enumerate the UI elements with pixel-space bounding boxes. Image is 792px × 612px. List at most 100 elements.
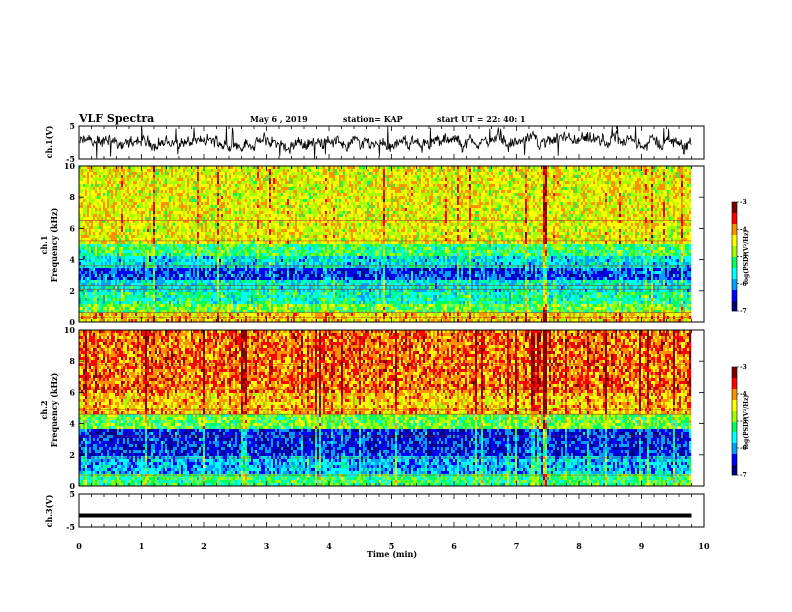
spectrogram-cell xyxy=(475,172,477,175)
spectrogram-cell xyxy=(111,169,113,172)
spectrogram-cell xyxy=(231,172,233,175)
spectrogram-cell xyxy=(259,175,261,178)
spectrogram-cell xyxy=(131,169,133,172)
spectrogram-cell xyxy=(475,169,477,172)
spectrogram-cell xyxy=(493,172,495,175)
spectrogram-cell xyxy=(473,172,475,175)
spectrogram-cell xyxy=(137,175,139,178)
spectrogram-cell xyxy=(573,175,575,178)
spectrogram-cell xyxy=(229,175,231,178)
spectrogram-cell xyxy=(523,169,525,172)
spectrogram-cell xyxy=(519,175,521,178)
spectrogram-cell xyxy=(325,169,327,172)
spectrogram-cell xyxy=(445,172,447,175)
spectrogram-cell xyxy=(597,172,599,175)
spectrogram-cell xyxy=(439,175,441,178)
spectrogram-cell xyxy=(623,172,625,175)
spectrogram-cell xyxy=(351,172,353,175)
spectrogram-cell xyxy=(567,169,569,172)
spectrogram-cell xyxy=(85,172,87,175)
spectrogram-cell xyxy=(533,175,535,178)
spectrogram-cell xyxy=(329,172,331,175)
spectrogram-cell xyxy=(555,169,557,172)
spectrogram-cell xyxy=(87,169,89,172)
spectrogram-cell xyxy=(99,172,101,175)
spectrogram-cell xyxy=(369,169,371,172)
spectrogram-cell xyxy=(81,172,83,175)
spectrogram-cell xyxy=(313,175,315,178)
spectrogram-cell xyxy=(127,172,129,175)
spectrogram-cell xyxy=(485,169,487,172)
spectrogram-cell xyxy=(493,169,495,172)
spectrogram-cell xyxy=(525,169,527,172)
spectrogram-cell xyxy=(203,172,205,175)
spectrogram-cell xyxy=(483,172,485,175)
spectrogram-cell xyxy=(167,175,169,178)
spectrogram-cell xyxy=(643,169,645,172)
spectrogram-cell xyxy=(349,172,351,175)
spectrogram-cell xyxy=(395,169,397,172)
spectrogram-cell xyxy=(171,169,173,172)
spectrogram-cell xyxy=(541,172,543,175)
spectrogram-cell xyxy=(559,172,561,175)
spectrogram-cell xyxy=(379,169,381,172)
spectrogram-cell xyxy=(545,172,547,175)
spectrogram-cell xyxy=(279,169,281,172)
spectrogram-cell xyxy=(637,169,639,172)
spectrogram-cell xyxy=(345,172,347,175)
spectrogram-cell xyxy=(391,175,393,178)
spectrogram-cell xyxy=(239,169,241,172)
spectrogram-cell xyxy=(253,172,255,175)
spectrogram-cell xyxy=(275,172,277,175)
spectrogram-cell xyxy=(477,175,479,178)
station-label: station= KAP xyxy=(343,114,403,124)
spectrogram-cell xyxy=(143,172,145,175)
spectrogram-cell xyxy=(211,175,213,178)
spectrogram-cell xyxy=(567,172,569,175)
spectrogram-cell xyxy=(291,172,293,175)
spectrogram-cell xyxy=(565,172,567,175)
spectrogram-cell xyxy=(309,169,311,172)
spectrogram-cell xyxy=(433,175,435,178)
spectrogram-cell xyxy=(237,172,239,175)
spectrogram-cell xyxy=(87,172,89,175)
spectrogram-cell xyxy=(587,172,589,175)
spectrogram-cell xyxy=(293,172,295,175)
spectrogram-cell xyxy=(107,175,109,178)
spectrogram-cell xyxy=(277,169,279,172)
spectrogram-cell xyxy=(251,169,253,172)
spectrogram-cell xyxy=(179,172,181,175)
spectrogram-cell xyxy=(421,172,423,175)
spectrogram-cell xyxy=(185,172,187,175)
spectrogram-cell xyxy=(251,175,253,178)
spectrogram-cell xyxy=(653,172,655,175)
spectrogram-cell xyxy=(253,175,255,178)
spectrogram-cell xyxy=(361,175,363,178)
spectrogram-cell xyxy=(223,172,225,175)
spectrogram-cell xyxy=(673,172,675,175)
spectrogram-cell xyxy=(125,169,127,172)
spectrogram-cell xyxy=(261,172,263,175)
spectrogram-cell xyxy=(115,175,117,178)
spectrogram-cell xyxy=(135,172,137,175)
spectrogram-cell xyxy=(153,169,155,172)
spectrogram-cell xyxy=(423,169,425,172)
spectrogram-cell xyxy=(627,172,629,175)
spectrogram-cell xyxy=(401,175,403,178)
spectrogram-cell xyxy=(291,175,293,178)
spectrogram-cell xyxy=(615,169,617,172)
spectrogram-cell xyxy=(435,175,437,178)
spectrogram-cell xyxy=(411,169,413,172)
spectrogram-cell xyxy=(193,172,195,175)
spectrogram-cell xyxy=(211,169,213,172)
spectrogram-cell xyxy=(671,169,673,172)
spectrogram-cell xyxy=(683,172,685,175)
spectrogram-cell xyxy=(113,175,115,178)
spectrogram-cell xyxy=(399,169,401,172)
spectrogram-cell xyxy=(151,172,153,175)
spectrogram-cell xyxy=(99,169,101,172)
spectrogram-cell xyxy=(367,172,369,175)
spectrogram-cell xyxy=(507,172,509,175)
spectrogram-cell xyxy=(675,172,677,175)
spectrogram-cell xyxy=(159,175,161,178)
